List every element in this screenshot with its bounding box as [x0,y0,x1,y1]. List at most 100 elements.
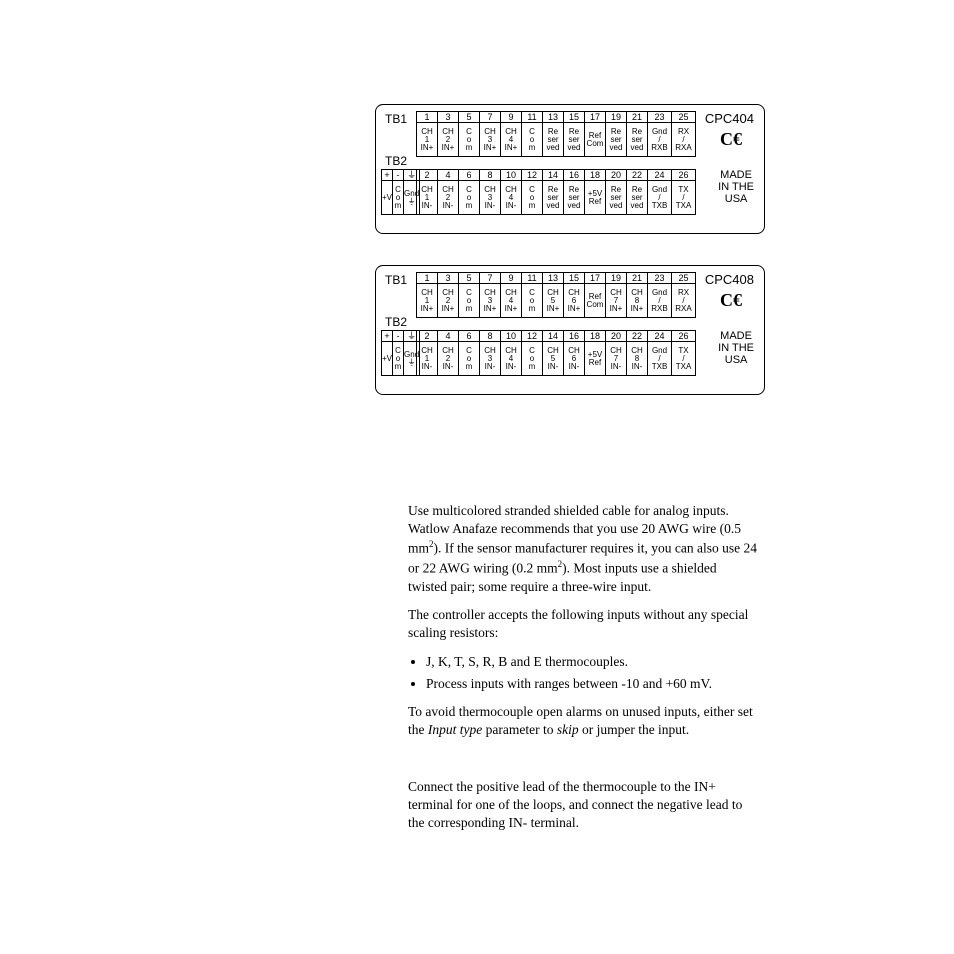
terminal-cell: 1 [417,112,438,123]
terminal-cell: CH 2 IN+ [438,284,459,318]
terminal-cell: +V [382,342,393,376]
terminal-cell: RX / RXA [672,123,696,157]
list-item: J, K, T, S, R, B and E thermocouples. [426,653,758,671]
terminal-cell: 6 [459,170,480,181]
terminal-cell: CH 2 IN- [438,181,459,215]
terminal-cell: 2 [417,170,438,181]
terminal-cell: Re ser ved [543,123,564,157]
terminal-cell: 10 [501,331,522,342]
terminal-cell: 7 [480,273,501,284]
terminal-cell: 10 [501,170,522,181]
terminal-cell: CH 8 IN+ [627,284,648,318]
terminal-cell: +5V Ref [585,342,606,376]
terminal-cell: 21 [627,273,648,284]
terminal-cell: C o m [522,342,543,376]
terminal-cell: Ref Com [585,123,606,157]
terminal-cell: CH 7 IN- [606,342,627,376]
tb1-label: TB1 [385,112,407,126]
tb2-left-table: +-⏚ +VC o mGnd ⏚ [381,169,420,215]
terminal-cell: 26 [672,331,696,342]
terminal-cell: CH 5 IN+ [543,284,564,318]
terminal-cell: 25 [672,273,696,284]
terminal-cell: Re ser ved [606,123,627,157]
terminal-cell: Re ser ved [627,123,648,157]
terminal-cell: 18 [585,170,606,181]
terminal-cell: CH 6 IN+ [564,284,585,318]
tb1-table: 135791113151719212325 CH 1 IN+CH 2 IN+C … [416,111,696,157]
ce-mark: C€ [720,290,742,311]
inputs-list: J, K, T, S, R, B and E thermocouples. Pr… [426,653,758,693]
tb1-label: TB1 [385,273,407,287]
terminal-cell: CH 4 IN+ [501,284,522,318]
terminal-cell: Re ser ved [543,181,564,215]
terminal-cell: 2 [417,331,438,342]
terminal-cell: CH 2 IN- [438,342,459,376]
terminal-cell: 9 [501,273,522,284]
terminal-cell: - [393,331,404,342]
terminal-cell: 11 [522,273,543,284]
terminal-cell: Ref Com [585,284,606,318]
paragraph-inputs-intro: The controller accepts the following inp… [408,606,758,642]
terminal-cell: 25 [672,112,696,123]
terminal-cell: 8 [480,170,501,181]
terminal-cell: 9 [501,112,522,123]
terminal-cell: 3 [438,273,459,284]
terminal-cell: 24 [648,170,672,181]
terminal-cell: CH 4 IN- [501,181,522,215]
tb2-table: 2468101214161820222426 CH 1 IN-CH 2 IN-C… [416,330,696,376]
terminal-cell: 19 [606,273,627,284]
ce-mark: C€ [720,129,742,150]
terminal-cell: CH 1 IN- [417,342,438,376]
terminal-cell: Re ser ved [564,181,585,215]
terminal-cell: CH 4 IN+ [501,123,522,157]
terminal-cell: C o m [522,181,543,215]
terminal-cell: 8 [480,331,501,342]
tb2-table: 2468101214161820222426 CH 1 IN-CH 2 IN-C… [416,169,696,215]
terminal-cell: 15 [564,273,585,284]
made-in-usa: MADE IN THE USA [718,330,754,366]
terminal-cell: 24 [648,331,672,342]
terminal-diagram-cpc404: TB1 TB2 CPC404 C€ MADE IN THE USA 135791… [375,104,765,234]
terminal-cell: C o m [459,181,480,215]
terminal-cell: C o m [459,123,480,157]
terminal-cell: 4 [438,170,459,181]
terminal-cell: 16 [564,170,585,181]
terminal-cell: 20 [606,170,627,181]
terminal-cell: Gnd / TXB [648,181,672,215]
terminal-cell: RX / RXA [672,284,696,318]
terminal-cell: 17 [585,273,606,284]
terminal-cell: CH 1 IN+ [417,284,438,318]
terminal-cell: TX / TXA [672,181,696,215]
terminal-cell: CH 8 IN- [627,342,648,376]
terminal-cell: 18 [585,331,606,342]
terminal-cell: Gnd / RXB [648,284,672,318]
terminal-cell: Gnd / TXB [648,342,672,376]
terminal-cell: C o m [393,342,404,376]
terminal-cell: C o m [522,123,543,157]
terminal-cell: C o m [459,284,480,318]
terminal-cell: 1 [417,273,438,284]
model-label: CPC404 [705,111,754,126]
terminal-cell: - [393,170,404,181]
terminal-cell: 14 [543,170,564,181]
terminal-cell: 7 [480,112,501,123]
model-label: CPC408 [705,272,754,287]
paragraph-cable: Use multicolored stranded shielded cable… [408,502,758,596]
terminal-diagram-cpc408: TB1 TB2 CPC408 C€ MADE IN THE USA 135791… [375,265,765,395]
paragraph-connect: Connect the positive lead of the thermoc… [408,778,758,833]
terminal-cell: 3 [438,112,459,123]
terminal-cell: 15 [564,112,585,123]
terminal-cell: 16 [564,331,585,342]
terminal-cell: CH 3 IN- [480,181,501,215]
body-text: Use multicolored stranded shielded cable… [408,502,758,749]
terminal-cell: +V [382,181,393,215]
terminal-cell: CH 1 IN+ [417,123,438,157]
terminal-cell: 22 [627,170,648,181]
tb1-table: 135791113151719212325 CH 1 IN+CH 2 IN+C … [416,272,696,318]
terminal-cell: CH 2 IN+ [438,123,459,157]
terminal-cell: CH 6 IN- [564,342,585,376]
terminal-cell: Gnd / RXB [648,123,672,157]
terminal-cell: CH 3 IN+ [480,284,501,318]
terminal-cell: 12 [522,331,543,342]
terminal-cell: 5 [459,273,480,284]
